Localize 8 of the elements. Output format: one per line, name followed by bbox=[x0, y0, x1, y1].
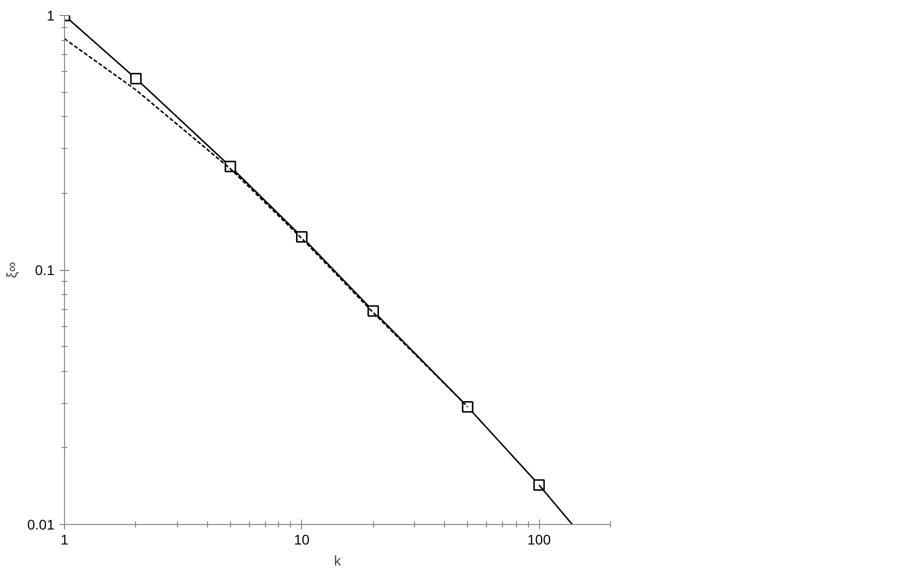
x-tick-label: 10 bbox=[294, 532, 310, 548]
y-axis-title: ξ∞ bbox=[3, 262, 20, 278]
y-tick-label: 0.1 bbox=[35, 262, 55, 278]
y-tick-label: 0.01 bbox=[27, 516, 55, 532]
x-tick-label: 100 bbox=[527, 532, 551, 548]
x-tick-label: 1 bbox=[60, 532, 69, 548]
y-tick-label: 1 bbox=[46, 8, 55, 24]
x-axis-title: k bbox=[334, 552, 342, 568]
